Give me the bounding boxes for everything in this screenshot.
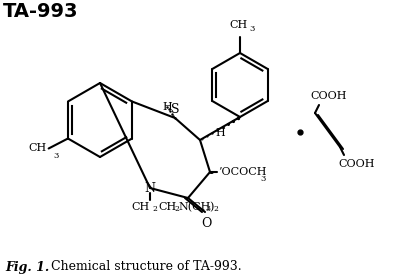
Text: 3: 3 [260, 175, 265, 183]
Text: Chemical structure of TA-993.: Chemical structure of TA-993. [47, 260, 242, 274]
Text: ’OCOCH: ’OCOCH [218, 167, 267, 177]
Text: 2: 2 [213, 205, 218, 213]
Text: ): ) [209, 202, 213, 212]
Text: Fig. 1.: Fig. 1. [5, 260, 49, 274]
Text: TA-993: TA-993 [3, 2, 78, 21]
Text: O: O [201, 217, 211, 230]
Text: 3: 3 [205, 205, 210, 213]
Text: S: S [171, 103, 179, 116]
Text: CH: CH [229, 20, 247, 30]
Text: N(CH: N(CH [178, 202, 211, 212]
Text: N: N [144, 181, 156, 195]
Text: 3: 3 [249, 25, 254, 33]
Text: COOH: COOH [310, 91, 347, 101]
Text: COOH: COOH [338, 159, 375, 169]
Text: H: H [162, 102, 172, 112]
Text: 3: 3 [54, 151, 59, 160]
Text: H: H [215, 128, 225, 138]
Text: CH: CH [158, 202, 176, 212]
Text: CH: CH [132, 202, 150, 212]
Text: 2: 2 [152, 205, 157, 213]
Text: 2: 2 [174, 205, 179, 213]
Text: CH: CH [28, 143, 47, 153]
